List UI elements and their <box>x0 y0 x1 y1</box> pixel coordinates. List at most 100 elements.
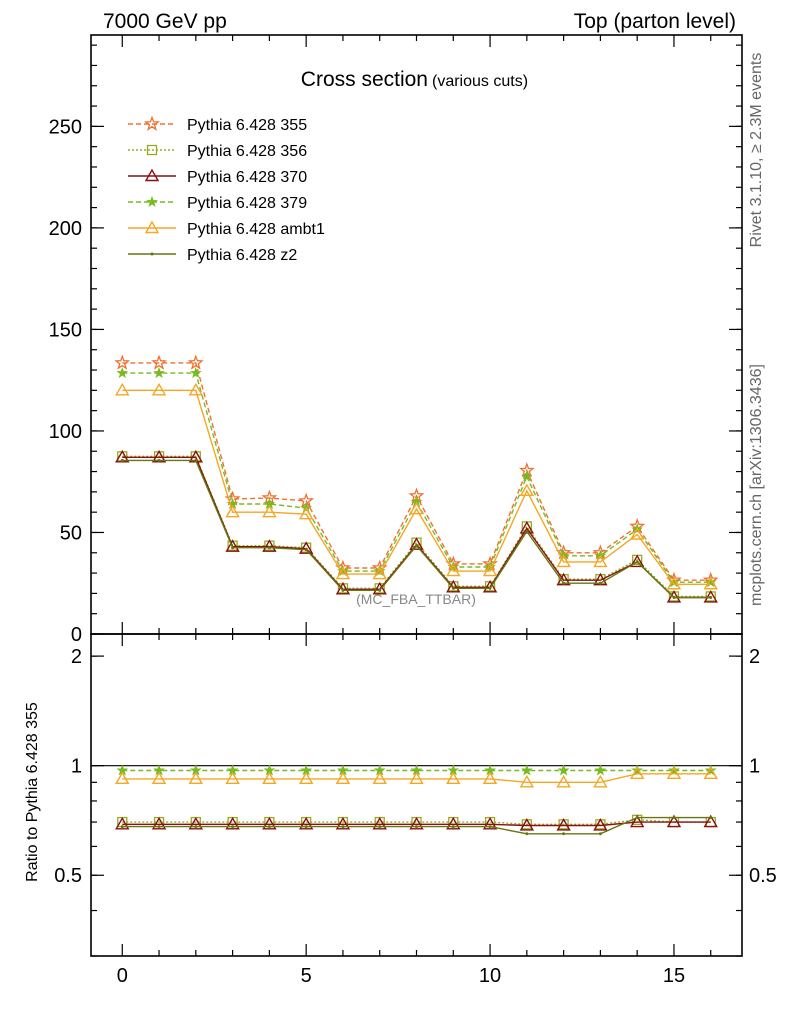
y-tick-label-right: 1 <box>749 756 760 778</box>
data-point <box>262 771 277 785</box>
data-point <box>298 771 314 785</box>
data-point <box>225 504 240 518</box>
data-point <box>446 563 461 577</box>
data-point <box>225 816 240 830</box>
data-point <box>372 566 387 580</box>
data-point <box>194 458 198 462</box>
data-point <box>598 832 602 836</box>
data-point <box>635 816 639 820</box>
data-point <box>120 825 124 829</box>
data-point <box>151 382 167 396</box>
legend: Pythia 6.428 355 Pythia 6.428 356 Pythia 6… <box>128 115 325 264</box>
data-point <box>116 366 129 379</box>
x-tick-label: 5 <box>301 965 312 987</box>
data-point <box>666 590 682 603</box>
rivet-label: Rivet 3.1.10, ≥ 2.3M events <box>748 53 765 248</box>
series-line-1 <box>122 821 711 827</box>
data-point <box>262 816 277 830</box>
y-tick-label: 0.5 <box>54 865 82 887</box>
data-point <box>451 825 455 829</box>
data-point <box>556 554 571 568</box>
series-line-3 <box>122 773 711 783</box>
main-subtitle: (various cuts) <box>432 73 528 90</box>
ratio-panel: 0 5 10 15 0.5 0.5 1 1 2 2 <box>54 633 777 987</box>
legend-label-3: Pythia 6.428 379 <box>187 195 307 212</box>
data-point <box>593 818 608 831</box>
y-tick-label: 0 <box>71 624 82 646</box>
data-point <box>335 816 351 830</box>
main-title: Cross section <box>301 68 428 91</box>
data-point <box>115 816 130 830</box>
data-point <box>488 586 492 590</box>
data-point <box>187 354 204 370</box>
data-point <box>378 825 382 829</box>
legend-marker-1 <box>146 144 158 156</box>
data-point <box>666 576 682 590</box>
data-point <box>451 586 455 590</box>
data-point <box>409 816 424 830</box>
data-point <box>335 566 351 580</box>
y-tick-label-right: 2 <box>749 646 760 668</box>
data-point <box>189 366 202 379</box>
data-point <box>372 581 387 595</box>
data-point <box>298 506 314 520</box>
data-point <box>151 771 167 785</box>
data-point <box>709 816 713 820</box>
data-point <box>703 590 718 603</box>
data-point <box>231 825 235 829</box>
data-point <box>629 766 645 779</box>
x-tick-label: 10 <box>479 965 501 987</box>
data-point <box>188 816 204 830</box>
data-point <box>703 766 718 779</box>
data-point <box>335 771 351 785</box>
data-point <box>484 560 496 572</box>
data-point <box>335 581 351 595</box>
series-line-2 <box>122 456 711 599</box>
data-point <box>703 576 718 590</box>
legend-label-0: Pythia 6.428 355 <box>187 117 307 134</box>
data-point <box>114 354 131 370</box>
data-point <box>262 539 277 552</box>
data-point <box>267 546 271 550</box>
main-panel: 0 50 100 150 200 250 <box>49 34 743 646</box>
data-point <box>415 825 418 829</box>
legend-marker-0 <box>144 115 160 131</box>
data-point <box>157 825 161 829</box>
legend-label-2: Pythia 6.428 370 <box>187 169 307 186</box>
legend-label-1: Pythia 6.428 356 <box>187 143 307 160</box>
data-point <box>157 458 161 462</box>
data-point <box>629 527 645 540</box>
y-tick-label-right: 0.5 <box>749 865 777 887</box>
plot-frame <box>90 633 743 957</box>
analysis-annotation: (MC_FBA_TTBAR) <box>356 591 476 607</box>
series-line-3 <box>122 372 711 583</box>
data-point <box>593 554 608 568</box>
header-left: 7000 GeV pp <box>103 10 227 33</box>
y-tick-label: 2 <box>71 646 82 668</box>
y-tick-label: 150 <box>49 319 82 341</box>
y-tick-label: 200 <box>49 218 82 240</box>
legend-marker-2 <box>144 168 160 182</box>
y-tick-label: 1 <box>71 756 82 778</box>
data-point <box>372 771 387 785</box>
data-point <box>598 581 602 585</box>
data-point <box>298 541 314 554</box>
data-point <box>629 554 645 568</box>
data-point <box>372 816 387 830</box>
data-point <box>709 595 713 599</box>
data-point <box>262 504 277 518</box>
data-point <box>519 818 535 831</box>
data-point <box>482 771 498 785</box>
data-point <box>525 529 529 533</box>
data-point <box>231 546 235 550</box>
data-point <box>520 470 533 482</box>
y-tick-label: 50 <box>60 522 82 544</box>
data-point <box>562 832 566 836</box>
data-point <box>225 771 240 785</box>
data-point <box>188 771 204 785</box>
data-point <box>672 816 676 820</box>
data-point <box>556 818 571 831</box>
legend-marker-5 <box>150 252 154 256</box>
data-point <box>304 548 308 552</box>
